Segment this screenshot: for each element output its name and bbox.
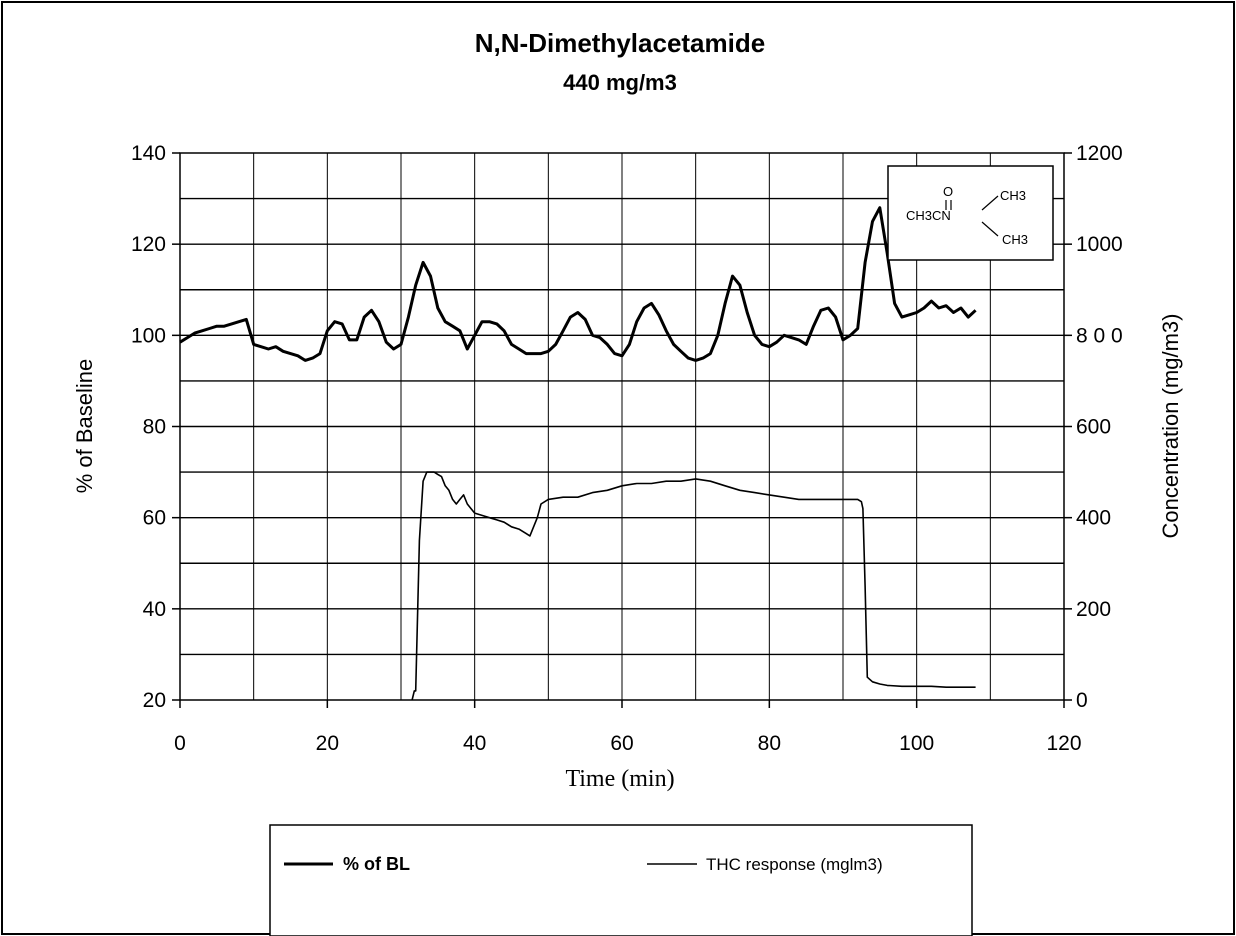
structure-box-frame: [887, 165, 1054, 261]
chart-title: N,N-Dimethylacetamide: [475, 28, 765, 58]
x-axis-ticks: 0 20 40 60 80 100 120: [174, 700, 1082, 755]
gridlines: [180, 153, 1064, 700]
series-layer: [179, 206, 977, 701]
y-right-tick-label: 200: [1076, 598, 1111, 621]
x-tick-label: 100: [899, 732, 934, 755]
structure-ch3-upper: CH3: [1000, 188, 1026, 203]
legend-frame: [269, 824, 973, 936]
chart-subtitle: 440 mg/m3: [563, 70, 677, 95]
legend-label-thc: THC response (mglm3): [706, 855, 883, 874]
left-axis-ticks: 20 40 60 80 100 120 140: [131, 142, 180, 712]
x-tick-label: 60: [610, 732, 633, 755]
structure-backbone: CH3CN: [906, 208, 951, 223]
y-right-tick-label: 400: [1076, 507, 1111, 530]
chemical-structure-box: O CH3 CH3CN CH3: [887, 165, 1054, 261]
y-right-tick-label: 0: [1076, 689, 1088, 712]
series-line-percent-baseline: [179, 206, 977, 362]
y-left-tick-label: 60: [143, 507, 166, 530]
y-right-tick-label: 600: [1076, 416, 1111, 439]
x-tick-label: 120: [1046, 732, 1081, 755]
x-axis-title: Time (min): [565, 766, 674, 792]
legend-label-bl: % of BL: [343, 854, 410, 874]
series-line-thc-response: [411, 471, 976, 701]
y-left-tick-label: 140: [131, 142, 166, 165]
y-left-tick-label: 20: [143, 689, 166, 712]
y-left-tick-label: 80: [143, 416, 166, 439]
x-tick-label: 80: [758, 732, 781, 755]
structure-ch3-lower: CH3: [1002, 232, 1028, 247]
structure-bond-lower: [981, 221, 999, 237]
y-left-tick-label: 120: [131, 233, 166, 256]
x-tick-label: 20: [316, 732, 339, 755]
x-tick-label: 0: [174, 732, 186, 755]
y-right-tick-label: 8 0 0: [1076, 324, 1123, 347]
right-axis-ticks: 0 200 400 600 8 0 0 1000 1200: [1064, 142, 1123, 712]
y-left-axis-title: % of Baseline: [72, 359, 97, 494]
y-right-axis-title: Concentration (mg/m3): [1158, 314, 1183, 539]
y-left-tick-label: 40: [143, 598, 166, 621]
structure-bond-upper: [981, 195, 999, 211]
y-left-tick-label: 100: [131, 324, 166, 347]
x-tick-label: 40: [463, 732, 486, 755]
y-right-tick-label: 1000: [1076, 233, 1123, 256]
structure-oxygen: O: [943, 184, 953, 199]
y-right-tick-label: 1200: [1076, 142, 1123, 165]
legend: % of BL THC response (mglm3): [269, 824, 973, 936]
